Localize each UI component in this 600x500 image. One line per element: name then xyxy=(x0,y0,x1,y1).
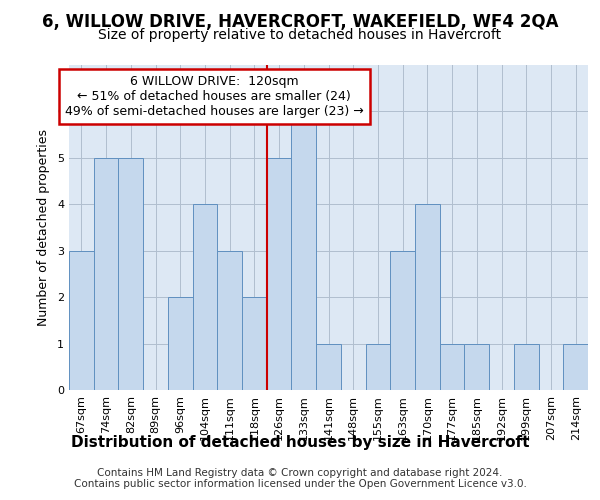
Bar xyxy=(316,344,341,390)
Text: Size of property relative to detached houses in Havercroft: Size of property relative to detached ho… xyxy=(98,28,502,42)
Bar xyxy=(415,204,440,390)
Bar xyxy=(514,344,539,390)
Text: Distribution of detached houses by size in Havercroft: Distribution of detached houses by size … xyxy=(71,435,529,450)
Bar xyxy=(292,112,316,390)
Text: 6, WILLOW DRIVE, HAVERCROFT, WAKEFIELD, WF4 2QA: 6, WILLOW DRIVE, HAVERCROFT, WAKEFIELD, … xyxy=(42,12,558,30)
Bar xyxy=(390,250,415,390)
Bar xyxy=(267,158,292,390)
Bar xyxy=(440,344,464,390)
Bar xyxy=(94,158,118,390)
Bar xyxy=(365,344,390,390)
Y-axis label: Number of detached properties: Number of detached properties xyxy=(37,129,50,326)
Text: Contains HM Land Registry data © Crown copyright and database right 2024.: Contains HM Land Registry data © Crown c… xyxy=(97,468,503,477)
Text: 6 WILLOW DRIVE:  120sqm
← 51% of detached houses are smaller (24)
49% of semi-de: 6 WILLOW DRIVE: 120sqm ← 51% of detached… xyxy=(65,74,364,118)
Bar xyxy=(217,250,242,390)
Bar xyxy=(168,297,193,390)
Bar xyxy=(69,250,94,390)
Bar xyxy=(464,344,489,390)
Bar xyxy=(118,158,143,390)
Bar xyxy=(242,297,267,390)
Bar xyxy=(563,344,588,390)
Text: Contains public sector information licensed under the Open Government Licence v3: Contains public sector information licen… xyxy=(74,479,526,489)
Bar xyxy=(193,204,217,390)
